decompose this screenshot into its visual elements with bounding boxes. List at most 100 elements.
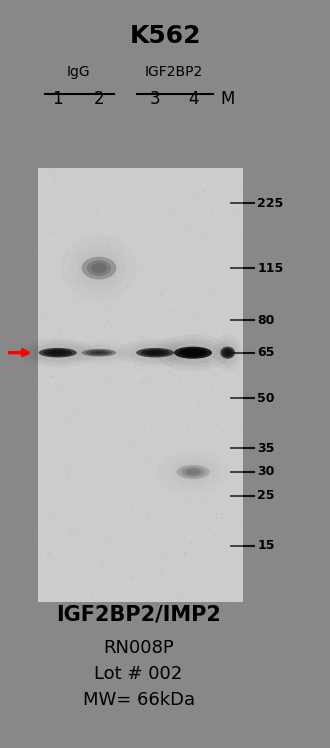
Ellipse shape xyxy=(159,293,161,295)
Ellipse shape xyxy=(87,551,89,554)
Ellipse shape xyxy=(56,402,58,405)
Ellipse shape xyxy=(242,580,243,582)
Ellipse shape xyxy=(58,209,60,212)
Ellipse shape xyxy=(90,318,91,319)
Ellipse shape xyxy=(170,527,171,528)
Ellipse shape xyxy=(93,470,94,471)
Ellipse shape xyxy=(111,484,112,485)
Ellipse shape xyxy=(96,564,98,565)
Ellipse shape xyxy=(206,445,207,447)
Ellipse shape xyxy=(84,398,85,399)
Ellipse shape xyxy=(229,482,231,483)
Ellipse shape xyxy=(223,272,224,273)
Ellipse shape xyxy=(129,301,131,303)
Ellipse shape xyxy=(91,445,93,447)
Ellipse shape xyxy=(240,366,241,367)
Ellipse shape xyxy=(207,259,209,261)
Ellipse shape xyxy=(54,506,55,507)
Ellipse shape xyxy=(50,427,52,428)
Ellipse shape xyxy=(189,287,191,289)
Ellipse shape xyxy=(169,418,170,420)
Ellipse shape xyxy=(41,310,43,312)
Ellipse shape xyxy=(146,221,147,223)
Ellipse shape xyxy=(182,224,184,225)
Ellipse shape xyxy=(102,301,103,303)
Ellipse shape xyxy=(141,247,142,248)
Ellipse shape xyxy=(215,523,216,524)
Ellipse shape xyxy=(234,547,236,548)
Ellipse shape xyxy=(232,281,234,283)
Ellipse shape xyxy=(151,314,153,316)
Ellipse shape xyxy=(152,465,154,467)
Ellipse shape xyxy=(204,544,205,545)
Ellipse shape xyxy=(66,450,68,452)
Ellipse shape xyxy=(126,516,127,517)
Ellipse shape xyxy=(186,171,187,173)
Ellipse shape xyxy=(56,221,57,222)
Ellipse shape xyxy=(99,444,101,446)
Ellipse shape xyxy=(144,212,145,214)
Ellipse shape xyxy=(83,368,84,370)
Ellipse shape xyxy=(45,342,47,344)
Ellipse shape xyxy=(197,402,199,404)
Ellipse shape xyxy=(203,271,204,272)
Ellipse shape xyxy=(219,186,221,188)
Ellipse shape xyxy=(197,508,199,510)
Ellipse shape xyxy=(157,181,158,182)
Ellipse shape xyxy=(180,424,181,425)
Ellipse shape xyxy=(103,345,104,346)
Ellipse shape xyxy=(132,294,133,295)
Ellipse shape xyxy=(132,444,134,447)
Ellipse shape xyxy=(102,349,104,350)
Ellipse shape xyxy=(92,441,94,443)
Ellipse shape xyxy=(185,552,187,554)
Ellipse shape xyxy=(212,464,213,465)
Ellipse shape xyxy=(170,181,171,183)
Ellipse shape xyxy=(66,229,68,231)
Ellipse shape xyxy=(168,313,169,315)
Ellipse shape xyxy=(202,260,203,262)
Ellipse shape xyxy=(113,327,114,328)
Ellipse shape xyxy=(132,363,134,365)
Ellipse shape xyxy=(85,211,86,212)
Ellipse shape xyxy=(131,589,132,590)
Ellipse shape xyxy=(173,327,174,328)
Ellipse shape xyxy=(140,301,141,303)
Ellipse shape xyxy=(203,582,204,583)
Ellipse shape xyxy=(184,218,185,219)
Ellipse shape xyxy=(200,346,202,347)
Ellipse shape xyxy=(235,231,236,233)
Ellipse shape xyxy=(87,260,111,276)
Ellipse shape xyxy=(162,379,163,380)
Ellipse shape xyxy=(175,256,176,257)
Ellipse shape xyxy=(166,482,167,484)
Ellipse shape xyxy=(134,291,135,292)
Text: RN008P: RN008P xyxy=(103,639,174,657)
Ellipse shape xyxy=(75,409,77,411)
Ellipse shape xyxy=(238,319,240,321)
Ellipse shape xyxy=(231,466,232,467)
Ellipse shape xyxy=(201,541,203,542)
Ellipse shape xyxy=(199,421,201,423)
Ellipse shape xyxy=(115,400,116,402)
Ellipse shape xyxy=(71,551,73,553)
Ellipse shape xyxy=(57,305,58,307)
Ellipse shape xyxy=(93,390,95,391)
Ellipse shape xyxy=(239,563,240,565)
Ellipse shape xyxy=(48,536,49,538)
Ellipse shape xyxy=(213,168,214,170)
Ellipse shape xyxy=(93,567,95,568)
Ellipse shape xyxy=(110,174,111,175)
Ellipse shape xyxy=(39,509,40,511)
Ellipse shape xyxy=(103,373,104,375)
Ellipse shape xyxy=(170,332,172,334)
Ellipse shape xyxy=(224,510,225,512)
Ellipse shape xyxy=(126,403,127,404)
Ellipse shape xyxy=(88,468,89,470)
Ellipse shape xyxy=(171,368,173,370)
Ellipse shape xyxy=(217,216,219,218)
Ellipse shape xyxy=(74,414,76,417)
Ellipse shape xyxy=(166,420,168,423)
Ellipse shape xyxy=(57,406,58,408)
Ellipse shape xyxy=(149,509,150,510)
